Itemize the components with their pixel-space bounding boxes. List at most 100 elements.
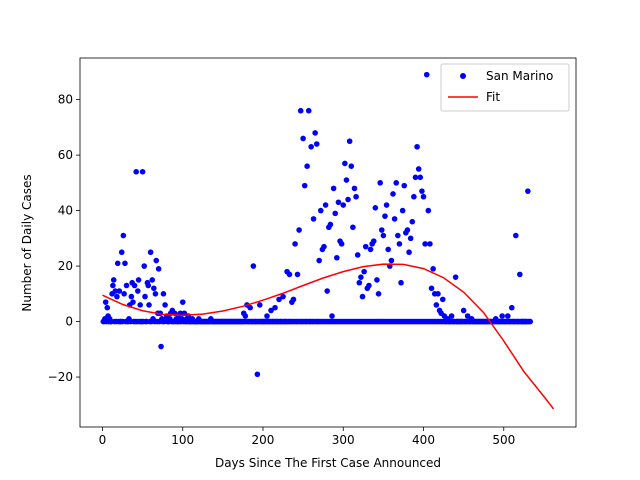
data-point	[354, 252, 361, 258]
data-point	[312, 130, 318, 136]
data-point	[525, 188, 531, 194]
legend: San Marino Fit	[440, 63, 570, 112]
data-point	[422, 241, 428, 247]
data-point	[268, 307, 274, 314]
data-point	[310, 216, 317, 222]
data-point	[141, 263, 148, 269]
data-point	[372, 205, 379, 211]
y-tick-label: 20	[58, 259, 73, 273]
data-point	[158, 343, 164, 350]
data-point	[322, 202, 329, 208]
data-point	[350, 224, 356, 231]
data-point	[359, 293, 366, 300]
data-point	[433, 302, 440, 308]
data-point	[114, 293, 120, 300]
data-point	[370, 238, 377, 244]
data-point	[317, 207, 324, 214]
data-point	[191, 318, 198, 325]
y-axis-ticks: −20 0 20 40 60 80	[48, 93, 80, 384]
data-point	[327, 221, 334, 228]
data-point	[220, 318, 226, 325]
data-point	[313, 141, 320, 147]
data-point	[358, 274, 364, 280]
data-point	[382, 213, 388, 219]
data-point	[123, 282, 130, 289]
legend-label-san-marino: San Marino	[486, 69, 553, 83]
data-point	[122, 260, 128, 267]
data-point	[399, 207, 406, 214]
data-point	[260, 318, 266, 325]
x-tick-label: 500	[492, 433, 515, 447]
data-point	[430, 266, 436, 272]
data-point	[131, 282, 138, 289]
scatter-series-layer	[100, 71, 534, 378]
data-point	[114, 260, 121, 267]
data-point	[414, 143, 420, 150]
data-point	[304, 163, 310, 170]
x-tick-label: 0	[99, 433, 107, 447]
data-point	[118, 249, 125, 256]
data-point	[335, 199, 342, 206]
data-point	[147, 249, 154, 256]
data-point	[199, 318, 206, 325]
data-point	[393, 180, 400, 186]
data-point	[120, 232, 127, 239]
data-point	[342, 160, 348, 167]
data-point	[254, 371, 261, 378]
data-point	[366, 282, 372, 289]
data-point	[212, 318, 218, 325]
data-point	[340, 202, 347, 208]
data-point	[334, 254, 340, 261]
data-point	[345, 196, 351, 203]
data-point	[150, 315, 156, 322]
x-tick-label: 100	[171, 433, 194, 447]
data-point	[383, 202, 390, 208]
data-point	[513, 232, 519, 239]
data-point	[149, 277, 156, 283]
data-point	[134, 288, 141, 294]
data-point	[102, 299, 109, 305]
data-point	[409, 218, 416, 225]
data-point	[377, 180, 383, 186]
y-tick-label: −20	[48, 370, 73, 384]
data-point	[508, 304, 515, 311]
data-point	[330, 185, 337, 192]
data-point	[396, 241, 403, 247]
data-point	[276, 296, 282, 303]
data-point	[476, 318, 483, 325]
data-point	[296, 227, 302, 233]
data-point	[242, 313, 249, 319]
data-point	[351, 185, 358, 192]
data-point	[247, 304, 253, 311]
data-point	[444, 315, 451, 322]
data-point	[151, 285, 157, 292]
data-point	[425, 207, 432, 214]
data-point	[292, 241, 298, 247]
data-point	[204, 318, 210, 325]
data-point	[308, 143, 314, 150]
plot-area	[80, 58, 576, 427]
data-point	[110, 282, 116, 289]
data-point	[390, 191, 396, 197]
data-point	[324, 288, 330, 294]
x-tick-label: 200	[252, 433, 275, 447]
data-point	[329, 313, 335, 319]
data-point	[117, 318, 123, 325]
data-point	[419, 188, 425, 194]
y-tick-label: 0	[65, 315, 73, 329]
data-point	[439, 296, 446, 303]
data-point	[139, 168, 146, 175]
x-tick-label: 300	[332, 433, 355, 447]
data-point	[517, 271, 523, 278]
data-point	[137, 302, 143, 308]
data-point	[256, 302, 263, 308]
x-axis-label: Days Since The First Case Announced	[215, 456, 441, 470]
data-point	[388, 257, 395, 264]
legend-label-fit: Fit	[486, 90, 500, 104]
y-tick-label: 40	[58, 204, 73, 218]
fit-line-layer	[102, 263, 555, 410]
data-point	[500, 318, 507, 325]
data-point	[468, 315, 475, 322]
data-point	[130, 299, 136, 305]
